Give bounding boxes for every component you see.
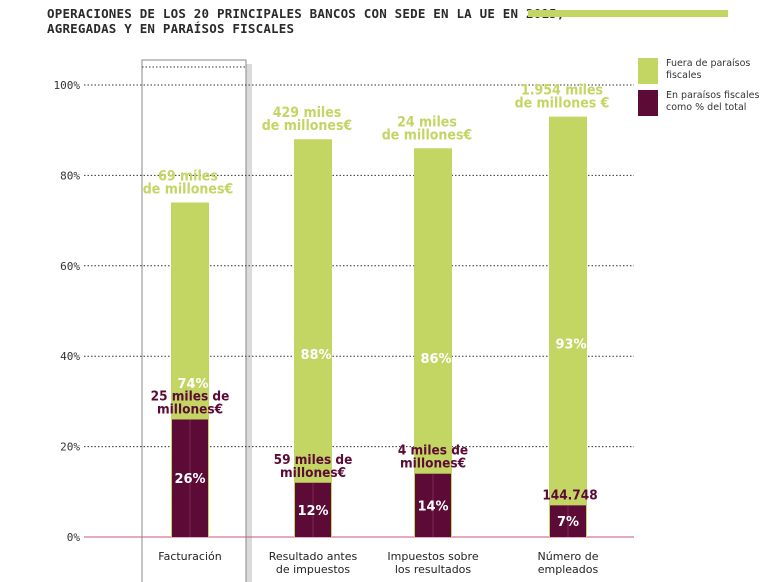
pct-label-inside-cat-2: 12%: [297, 504, 328, 519]
amount-label-outside-cat-1-line-2: de millones€: [143, 182, 233, 198]
bar-outside-cat-4: [549, 116, 587, 537]
amount-label-outside-cat-3-line-2: de millones€: [382, 127, 472, 143]
amount-label-outside-cat-2-line-2: de millones€: [262, 118, 352, 134]
amount-label-inside-cat-1-line-2: millones€: [157, 401, 223, 417]
legend-swatch-inside: [638, 90, 658, 116]
category-label-cat-2-line-1: Resultado antes: [269, 550, 358, 563]
amount-label-inside-cat-3-line-1: 4 miles de: [398, 443, 468, 459]
pct-label-outside-cat-4: 93%: [555, 338, 586, 353]
legend-item-inside: En paraísos fiscales como % del total: [638, 90, 771, 116]
amount-label-outside-cat-2-line-1: 429 miles: [273, 105, 341, 121]
amount-label-outside-cat-4-line-1: 1.954 miles: [521, 83, 603, 99]
legend-swatch-outside: [638, 58, 658, 84]
y-tick-label-20: 20%: [60, 441, 80, 454]
y-tick-label-100: 100%: [54, 79, 81, 92]
chart-title-line-1: OPERACIONES DE LOS 20 PRINCIPALES BANCOS…: [47, 6, 565, 21]
category-label-cat-1-line-1: Facturación: [158, 550, 221, 563]
y-tick-label-60: 60%: [60, 260, 80, 273]
legend-item-outside: Fuera de paraísos fiscales: [638, 58, 771, 84]
pct-label-inside-cat-4: 7%: [557, 515, 579, 530]
category-label-cat-4-line-2: empleados: [538, 563, 599, 576]
chart-title: OPERACIONES DE LOS 20 PRINCIPALES BANCOS…: [47, 6, 567, 36]
bar-outside-cat-3: [414, 148, 452, 537]
amount-label-outside-cat-3-line-1: 24 miles: [397, 114, 457, 130]
pct-label-outside-cat-3: 86%: [420, 352, 451, 367]
amount-label-inside-cat-2-line-2: millones€: [280, 465, 346, 481]
amount-label-outside-cat-1-line-1: 69 miles: [158, 169, 218, 185]
bar-outside-cat-2: [294, 139, 332, 538]
amount-label-inside-cat-1-line-1: 25 miles de: [151, 388, 230, 404]
amount-label-inside-cat-3-line-2: millones€: [400, 456, 466, 472]
pct-label-outside-cat-1: 74%: [177, 377, 208, 392]
category-label-cat-4-line-1: Número de: [538, 550, 599, 563]
category-label-cat-3-line-2: los resultados: [395, 563, 472, 576]
pct-label-inside-cat-3: 14%: [417, 499, 448, 514]
pct-label-inside-cat-1: 26%: [174, 472, 205, 487]
category-label-cat-2-line-2: de impuestos: [276, 563, 351, 576]
y-tick-label-40: 40%: [60, 350, 80, 363]
amount-label-inside-cat-2-line-1: 59 miles de: [274, 452, 353, 468]
pct-label-outside-cat-2: 88%: [300, 348, 331, 363]
legend-label-outside: Fuera de paraísos fiscales: [666, 58, 751, 81]
amount-label-outside-cat-4-line-2: de millones €: [515, 96, 610, 112]
legend-label-inside: En paraísos fiscales como % del total: [666, 90, 760, 113]
chart-title-line-2: AGREGADAS Y EN PARAÍSOS FISCALES: [47, 21, 295, 36]
y-tick-label-0: 0%: [67, 531, 81, 544]
y-tick-label-80: 80%: [60, 169, 80, 182]
category-label-cat-3-line-1: Impuestos sobre: [387, 550, 478, 563]
amount-label-inside-cat-4-line-1: 144.748: [542, 487, 597, 503]
title-accent-bar: [528, 10, 728, 17]
